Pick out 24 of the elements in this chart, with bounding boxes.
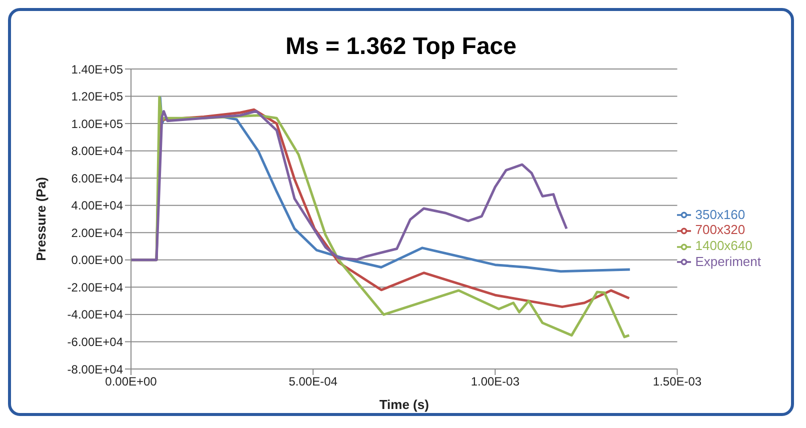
legend-label: Experiment: [695, 254, 761, 269]
y-tick-label: 1.20E+05: [71, 90, 124, 104]
line-series: [131, 110, 568, 262]
y-tick-label: -2.00E+04: [67, 280, 124, 294]
x-tick-label: 5.00E-04: [288, 374, 338, 389]
legend-label: 700x320: [695, 222, 746, 238]
y-tick-label: -6.00E+04: [67, 334, 124, 349]
y-tick-label: 1.00E+05: [71, 116, 124, 131]
y-tick-label: 1.40E+05: [71, 62, 124, 76]
y-tick-label: -8.00E+04: [67, 362, 124, 376]
y-tick-label: 4.00E+04: [71, 198, 124, 213]
y-tick-label: 0.00E+00: [71, 253, 124, 268]
x-axis-title: Time (s): [379, 397, 429, 412]
y-axis-title: Pressure (Pa): [34, 177, 49, 261]
x-tick-label: 1.50E-03: [652, 374, 702, 389]
legend-label: 350x160: [695, 206, 746, 222]
legend-label: 1400x640: [695, 238, 752, 253]
x-tick-label: 1.00E-03: [470, 374, 520, 389]
y-tick-label: 6.00E+04: [71, 171, 124, 186]
y-tick-label: 2.00E+04: [71, 226, 124, 240]
chart-title: Ms = 1.362 Top Face: [284, 33, 518, 62]
x-tick-label: 0.00E+00: [105, 374, 158, 389]
y-tick-label: 8.00E+04: [71, 144, 124, 158]
y-tick-label: -4.00E+04: [67, 308, 124, 322]
